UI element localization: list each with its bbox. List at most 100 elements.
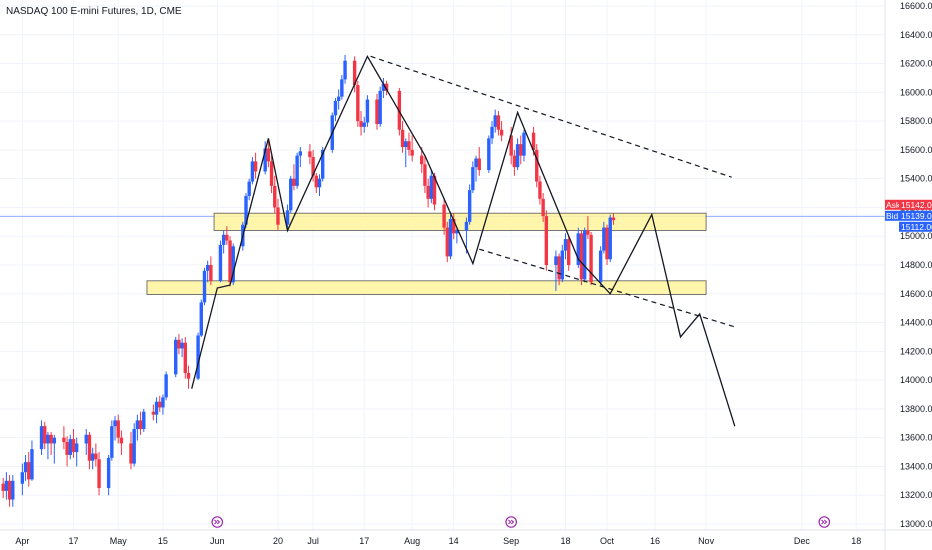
candle-up <box>381 77 386 99</box>
candle-body <box>554 256 558 265</box>
candle-up <box>174 336 178 378</box>
candle-body <box>276 207 280 225</box>
event-marker-icon[interactable] <box>211 516 224 528</box>
candle-body <box>132 429 136 464</box>
candle-body <box>586 230 590 235</box>
candle-body <box>20 472 25 484</box>
zone-rect-1 <box>213 212 707 231</box>
candle-body <box>343 60 347 80</box>
y-tick-label: 13000.00 <box>900 519 932 529</box>
candle-body <box>90 453 95 461</box>
candle-down <box>266 138 271 168</box>
x-tick-label: Jul <box>307 536 319 546</box>
candle-down <box>400 121 405 153</box>
event-markers[interactable] <box>211 516 831 528</box>
candle-body <box>27 462 31 480</box>
candle-body <box>467 190 472 222</box>
candle-up <box>90 447 95 470</box>
dashed-trend-line-1 <box>370 55 732 178</box>
candle-body <box>113 420 117 427</box>
candle-down <box>228 236 232 287</box>
y-tick-label: 15400.00 <box>900 174 932 184</box>
candle-down <box>27 452 31 487</box>
candle-body <box>68 439 72 455</box>
candle-body <box>52 437 57 444</box>
candle-down <box>65 436 69 467</box>
candle-body <box>263 148 267 172</box>
candle-body <box>477 158 481 171</box>
candle-up <box>135 414 140 441</box>
event-marker-icon[interactable] <box>505 516 517 528</box>
candle-up <box>576 227 580 268</box>
candle-body <box>352 60 357 86</box>
candle-up <box>554 250 558 291</box>
candle-up <box>448 214 453 260</box>
candle-body <box>314 175 318 188</box>
candle-down <box>308 144 312 165</box>
candle-up <box>598 246 603 286</box>
x-tick-label: 16 <box>650 536 660 546</box>
candle-body <box>544 216 549 265</box>
candle-down <box>586 216 590 240</box>
candle-down <box>605 224 609 265</box>
candles <box>1 54 616 507</box>
candle-down <box>269 155 274 194</box>
candle-body <box>154 401 159 415</box>
candle-up <box>404 138 408 168</box>
bid-price: 15139.00 <box>901 211 932 221</box>
candle-up <box>471 161 475 194</box>
candle-up <box>74 437 79 467</box>
candle-body <box>598 250 603 283</box>
candle-body <box>608 217 612 260</box>
candle-down <box>544 210 549 271</box>
candle-down <box>94 443 98 467</box>
candle-body <box>228 240 232 283</box>
candle-body <box>420 155 424 165</box>
candle-body <box>7 480 12 500</box>
candle-down <box>375 93 379 130</box>
candle-body <box>445 227 449 257</box>
candle-down <box>177 334 181 355</box>
candle-body <box>384 83 389 91</box>
candle-down <box>138 411 143 435</box>
candle-body <box>84 434 88 444</box>
candle-up <box>161 394 165 415</box>
candle-down <box>442 198 446 235</box>
candle-body <box>74 443 79 453</box>
candle-body <box>110 426 114 458</box>
candle-up <box>467 184 472 225</box>
candle-up <box>205 260 210 283</box>
candle-down <box>512 149 517 176</box>
ask-price-box <box>899 199 932 210</box>
candle-down <box>97 452 101 496</box>
candle-body <box>311 157 315 176</box>
x-tick-label: 15 <box>158 536 168 546</box>
x-tick-label: May <box>110 536 128 546</box>
candle-body <box>471 167 475 191</box>
y-tick-label: 15600.00 <box>900 145 932 155</box>
ask-price: 15142.00 <box>901 200 932 210</box>
event-marker-icon[interactable] <box>818 516 831 528</box>
candle-up <box>608 214 612 263</box>
candle-down <box>151 404 156 421</box>
candle-up <box>202 267 207 306</box>
candle-body <box>129 443 133 464</box>
candle-body <box>164 374 168 398</box>
candle-up <box>493 109 497 133</box>
candle-down <box>352 56 357 93</box>
candle-body <box>295 155 299 186</box>
x-tick-label: Nov <box>698 536 715 546</box>
candle-down <box>535 144 539 188</box>
candle-body <box>11 480 15 500</box>
candle-up <box>582 227 587 283</box>
candle-body <box>97 459 101 489</box>
candle-down <box>499 121 504 142</box>
candle-up <box>247 178 251 201</box>
candle-body <box>247 181 251 196</box>
candle-down <box>186 365 191 389</box>
candle-body <box>174 339 178 375</box>
chart-title: NASDAQ 100 E-mini Futures, 1D, CME <box>6 6 182 17</box>
candle-body <box>490 126 494 139</box>
marker-chevrons <box>508 519 515 525</box>
x-tick-label: Sep <box>503 536 519 546</box>
